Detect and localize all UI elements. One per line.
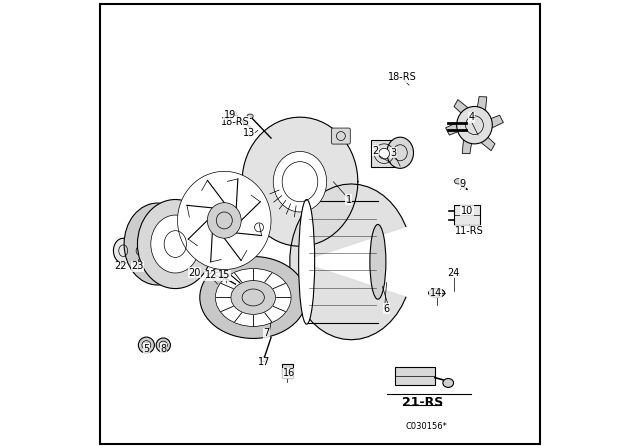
Ellipse shape [231,280,275,314]
Bar [395,367,435,385]
Text: 8: 8 [160,344,166,353]
Ellipse shape [457,107,492,144]
Polygon shape [474,97,487,125]
Ellipse shape [177,171,271,270]
Ellipse shape [454,179,461,184]
Ellipse shape [429,289,445,297]
Text: 16: 16 [283,368,295,378]
Polygon shape [454,99,474,125]
Bar [282,364,293,378]
FancyBboxPatch shape [332,128,350,144]
Ellipse shape [156,338,170,352]
Polygon shape [474,125,495,151]
Ellipse shape [370,224,386,299]
Ellipse shape [387,137,413,168]
Ellipse shape [138,199,213,289]
Text: C030156*: C030156* [406,422,448,431]
Ellipse shape [230,111,237,116]
Text: 21-RS: 21-RS [402,396,443,409]
Ellipse shape [216,272,221,276]
Text: 13: 13 [243,128,255,138]
Polygon shape [242,117,358,246]
FancyBboxPatch shape [250,220,268,235]
Ellipse shape [132,241,148,260]
Polygon shape [290,184,406,340]
Text: 11-RS: 11-RS [455,226,484,236]
Polygon shape [462,125,474,154]
Text: 1: 1 [346,194,352,205]
Ellipse shape [151,215,200,273]
Ellipse shape [247,114,253,118]
Text: 17: 17 [258,357,271,367]
Text: 22: 22 [115,261,127,271]
Ellipse shape [299,199,315,324]
Text: 7: 7 [264,328,269,338]
Ellipse shape [443,379,454,388]
Text: 12: 12 [205,270,217,280]
Text: 18-RS: 18-RS [388,72,417,82]
Text: 4: 4 [468,112,474,122]
Text: 14: 14 [429,288,442,298]
Ellipse shape [138,337,154,353]
Ellipse shape [113,238,133,263]
Text: 9: 9 [460,179,465,189]
Text: 20: 20 [188,268,200,278]
Ellipse shape [273,151,326,212]
Text: 19: 19 [224,110,236,120]
Text: 18-RS: 18-RS [221,116,250,127]
Text: 2: 2 [372,146,379,155]
Text: 6: 6 [384,304,390,314]
Text: 23: 23 [131,261,143,271]
Text: 5: 5 [143,344,150,353]
Text: 3: 3 [390,148,397,158]
Bar [371,140,397,167]
Circle shape [379,148,390,159]
Text: 24: 24 [447,268,460,278]
Ellipse shape [207,202,241,238]
Ellipse shape [216,268,291,327]
Polygon shape [445,122,474,135]
Bar [454,205,480,225]
Text: 15: 15 [218,270,230,280]
Ellipse shape [200,257,307,338]
Polygon shape [474,115,503,128]
Ellipse shape [124,203,191,285]
Text: 10: 10 [461,206,473,215]
Ellipse shape [260,357,267,362]
